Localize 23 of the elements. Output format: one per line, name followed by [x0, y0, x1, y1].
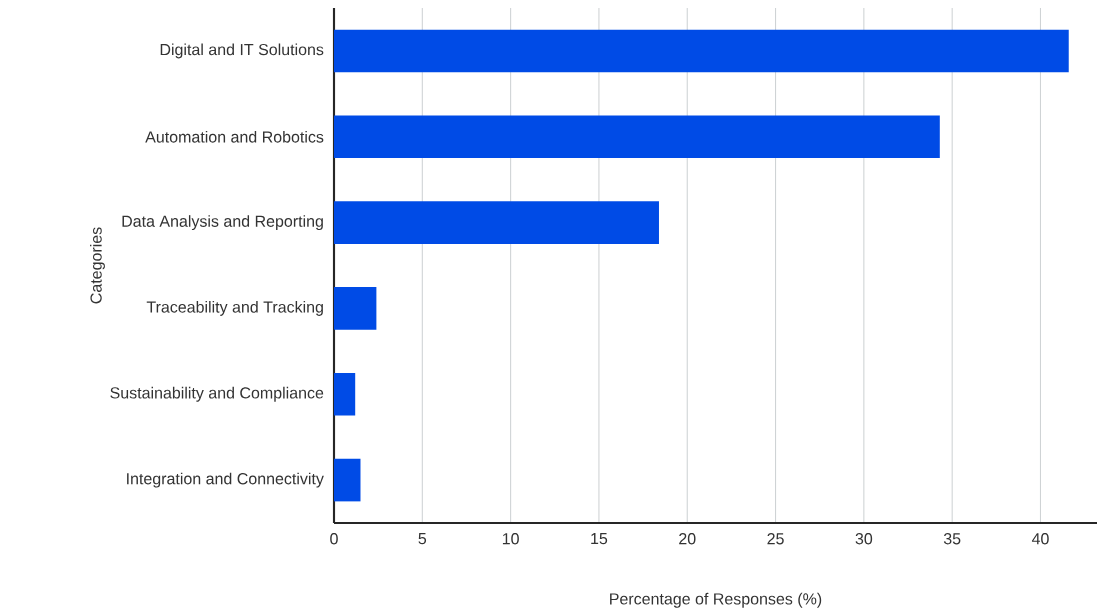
y-axis-title: Categories: [90, 227, 105, 304]
x-tick-label: 25: [767, 533, 784, 545]
bar: [334, 372, 356, 416]
y-tick-label: Traceability and Tracking: [146, 300, 323, 316]
x-tick-label: 10: [502, 533, 519, 545]
y-tick-label: Sustainability and Compliance: [110, 386, 324, 402]
y-tick-label: Data Analysis and Reporting: [122, 215, 323, 231]
x-tick-label: 40: [1031, 533, 1049, 545]
bar: [334, 115, 940, 159]
bar: [334, 29, 1069, 73]
x-tick-label: 5: [418, 533, 427, 545]
x-tick-label: 0: [330, 533, 338, 545]
bar: [334, 458, 361, 502]
bar: [334, 201, 659, 244]
bar: [334, 287, 377, 330]
x-tick-label: 30: [855, 533, 873, 545]
x-tick-label: 20: [679, 533, 696, 545]
y-tick-label: Digital and IT Solutions: [160, 43, 324, 59]
y-tick-label: Integration and Connectivity: [127, 472, 324, 488]
y-tick-label: Automation and Robotics: [145, 130, 324, 143]
x-tick-label: 35: [943, 533, 961, 545]
x-tick-label: 15: [591, 533, 608, 545]
x-axis-title: Percentage of Responses (%): [610, 592, 822, 608]
